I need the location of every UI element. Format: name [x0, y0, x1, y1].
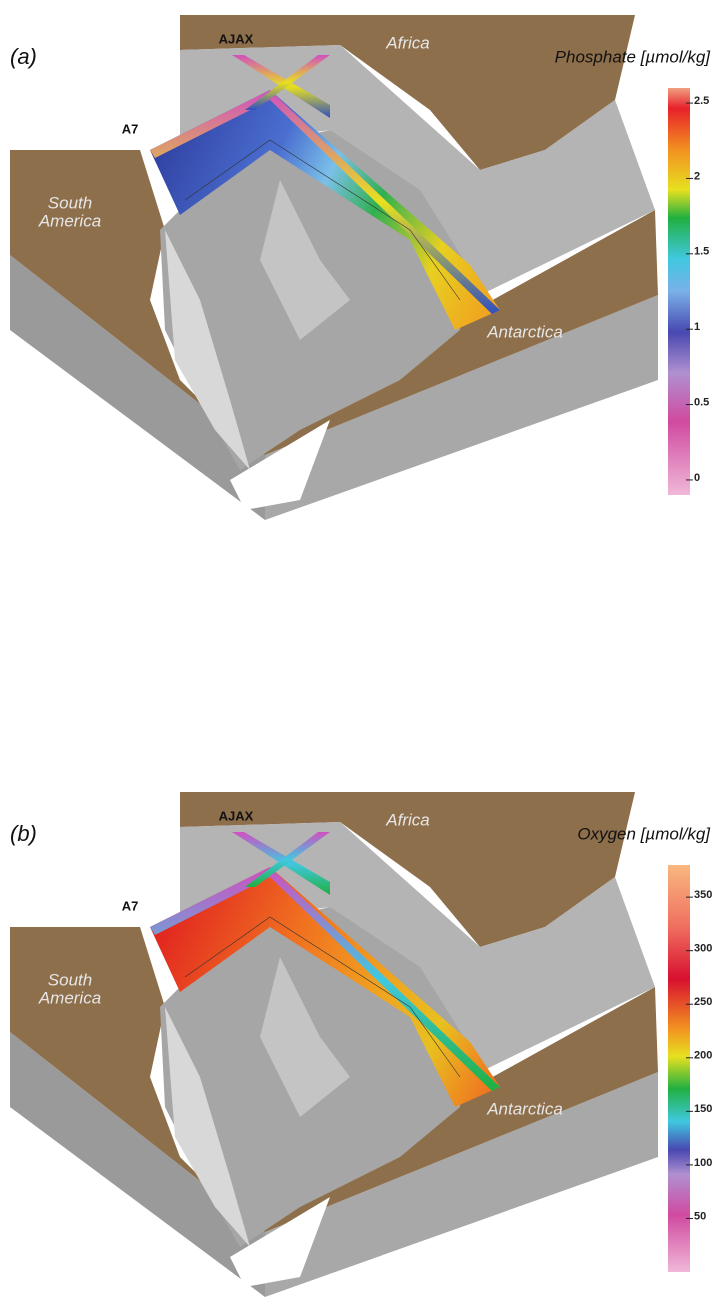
colorbar-tick-label: 200 [694, 1050, 712, 1062]
colorbar-tick-label: 1.5 [694, 246, 709, 258]
place-label: AJAX [219, 31, 254, 46]
place-label: A7 [122, 898, 139, 913]
terrain-scene [10, 792, 658, 1297]
colorbar-tick-label: 0.5 [694, 396, 709, 408]
colorbar-tick-label: 0 [694, 472, 700, 484]
place-label: South [48, 193, 92, 212]
panel-title: Phosphate [µmol/kg] [555, 47, 712, 66]
colorbar-tick-label: 150 [694, 1103, 712, 1115]
panel-title: Oxygen [µmol/kg] [577, 824, 711, 843]
colorbar [668, 88, 690, 495]
page: (a)Phosphate [µmol/kg]AJAXA7AfricaSouthA… [0, 0, 719, 1298]
place-label: Antarctica [486, 1099, 563, 1118]
colorbar-tick-label: 350 [694, 889, 712, 901]
place-label: AJAX [219, 808, 254, 823]
colorbar-tick-label: 2 [694, 170, 700, 182]
panel-label: (b) [10, 821, 37, 846]
colorbar-tick-label: 2.5 [694, 95, 709, 107]
panels: (a)Phosphate [µmol/kg]AJAXA7AfricaSouthA… [10, 15, 712, 1297]
place-label: Africa [385, 33, 429, 52]
panel-label: (a) [10, 44, 37, 69]
colorbar [668, 865, 690, 1272]
terrain-scene [10, 15, 658, 520]
figure: (a)Phosphate [µmol/kg]AJAXA7AfricaSouthA… [0, 0, 719, 1298]
colorbar-tick-label: 1 [694, 321, 700, 333]
place-label: Africa [385, 810, 429, 829]
panel: (b) Oxygen [µmol/kg] AJAX A7 Africa SouthAmer… [10, 792, 712, 1297]
colorbar-tick-label: 100 [694, 1157, 712, 1169]
colorbar-tick-label: 300 [694, 943, 712, 955]
place-label: America [38, 211, 101, 230]
place-label: A7 [122, 121, 139, 136]
place-label: America [38, 988, 101, 1007]
place-label: Antarctica [486, 322, 563, 341]
panel: (a)Phosphate [µmol/kg]AJAXA7AfricaSouthA… [10, 15, 711, 520]
colorbar-tick-label: 50 [694, 1210, 706, 1222]
colorbar-tick-label: 250 [694, 996, 712, 1008]
place-label: South [48, 970, 92, 989]
